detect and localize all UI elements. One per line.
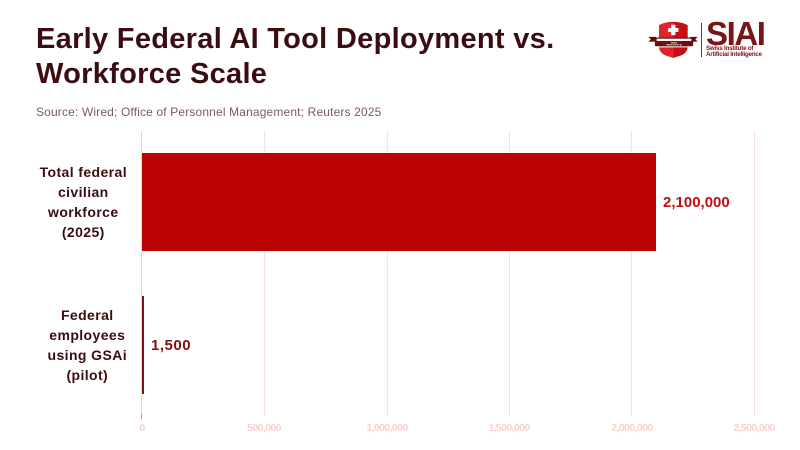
svg-text:SWISS: SWISS	[671, 42, 678, 44]
svg-text:INSTITUTE OF AI: INSTITUTE OF AI	[666, 44, 682, 47]
